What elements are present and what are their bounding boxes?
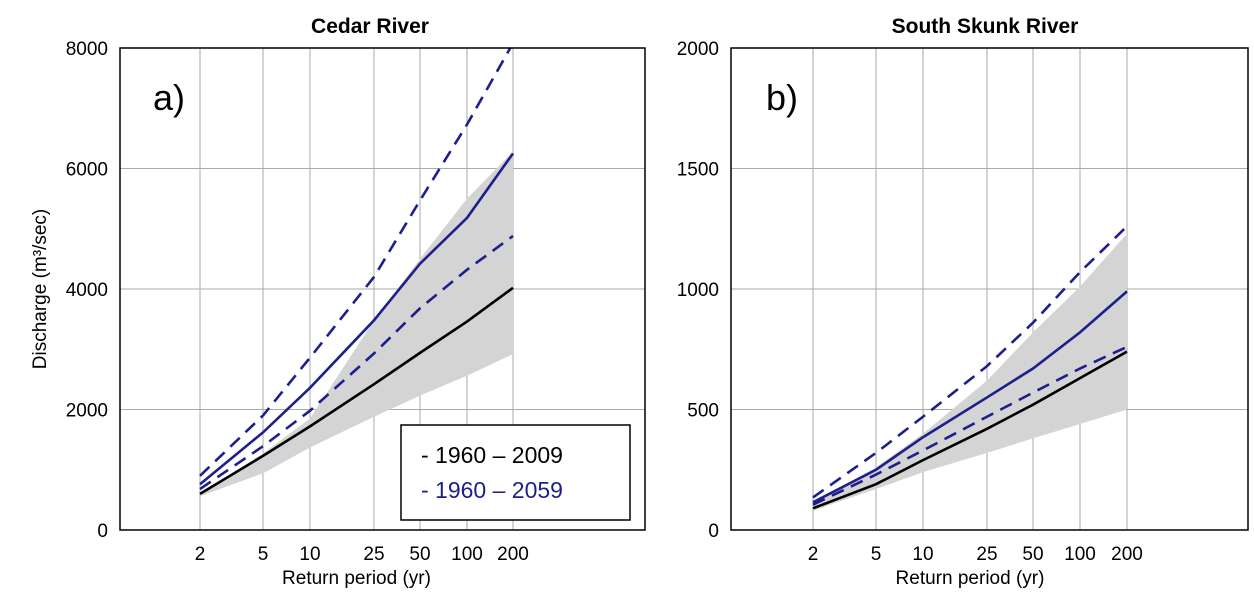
- chart-a-ylabel: Discharge (m³/sec): [30, 209, 51, 369]
- chart-b-ytick-4: 2000: [677, 39, 719, 60]
- chart-a-ytick-1: 2000: [66, 401, 108, 422]
- chart-a-series-3-line: [199, 234, 514, 491]
- chart-b-xtick-2: 10: [912, 544, 933, 565]
- chart-a-xtick-4: 50: [409, 544, 430, 565]
- chart-b-series-1-line: [812, 290, 1128, 504]
- chart-a-legend-box: [400, 424, 631, 521]
- chart-b-ytick-2: 1000: [677, 280, 719, 301]
- chart-b-series-2-line: [812, 225, 1128, 499]
- chart-b-series-0-line: [812, 350, 1128, 510]
- chart-a-xlabel: Return period (yr): [282, 568, 431, 589]
- chart-a-xtick-2: 10: [299, 544, 320, 565]
- chart-a-xtick-0: 2: [195, 544, 206, 565]
- chart-a-ytick-0: 0: [97, 521, 108, 542]
- chart-a-axes-frame: [119, 47, 646, 531]
- chart-b-title: South Skunk River: [892, 15, 1079, 38]
- chart-b-xtick-3: 25: [976, 544, 997, 565]
- chart-a-xtick-1: 5: [258, 544, 269, 565]
- chart-a-panel-label: a): [153, 77, 185, 118]
- chart-a-series-0-line: [199, 286, 514, 495]
- chart-b-xtick-1: 5: [871, 544, 882, 565]
- chart-b-panel-label: b): [766, 77, 798, 118]
- chart-b-ytick-1: 500: [687, 401, 719, 422]
- chart-a-ytick-3: 6000: [66, 160, 108, 181]
- chart-a-ytick-2: 4000: [66, 280, 108, 301]
- chart-b-series-3-line: [812, 345, 1128, 506]
- chart-a-xtick-3: 25: [363, 544, 384, 565]
- chart-b-xtick-0: 2: [808, 544, 819, 565]
- chart-b-xtick-6: 200: [1111, 544, 1143, 565]
- chart-a-legend-entry-0: - 1960 – 2009: [421, 442, 563, 468]
- chart-b-ytick-3: 1500: [677, 160, 719, 181]
- chart-b-xlabel: Return period (yr): [896, 568, 1045, 589]
- chart-a-title: Cedar River: [311, 15, 429, 38]
- chart-b-ytick-0: 0: [708, 521, 719, 542]
- chart-a-xtick-5: 100: [451, 544, 483, 565]
- chart-a-series-1-line: [199, 152, 515, 486]
- chart-b-xtick-4: 50: [1022, 544, 1043, 565]
- chart-a-xtick-6: 200: [497, 544, 529, 565]
- chart-b-axes-frame: [730, 47, 1249, 531]
- chart-a-series-2-line: [199, 48, 512, 477]
- chart-a-uncertainty-band: [200, 151, 513, 497]
- chart-b-uncertainty-band: [813, 233, 1127, 511]
- chart-a-legend-entry-1: - 1960 – 2059: [421, 477, 563, 503]
- chart-a-ytick-4: 8000: [66, 39, 108, 60]
- chart-b-xtick-5: 100: [1064, 544, 1096, 565]
